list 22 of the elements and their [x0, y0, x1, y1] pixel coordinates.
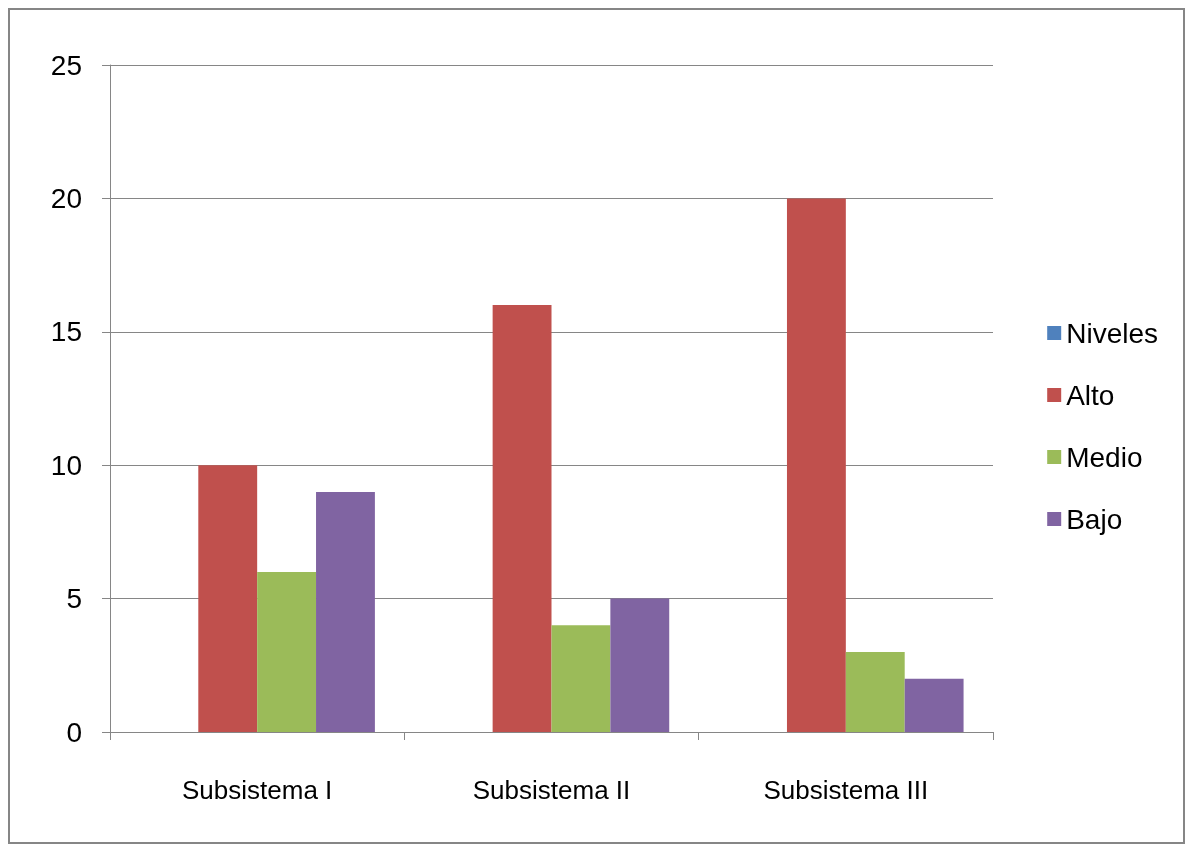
y-tick-label: 20 — [50, 182, 82, 214]
bar — [845, 651, 905, 732]
x-tick-label: Subsistema II — [472, 775, 631, 805]
y-tick-label: 10 — [50, 449, 82, 481]
bar — [257, 571, 317, 732]
bar — [492, 305, 552, 732]
legend-label: Bajo — [1066, 503, 1123, 535]
legend-label: Niveles — [1066, 317, 1159, 349]
bar — [904, 678, 964, 732]
bar — [198, 465, 258, 732]
bar — [786, 198, 846, 732]
bar — [316, 491, 375, 732]
bar — [610, 598, 670, 732]
bar — [551, 625, 611, 732]
legend-label: Alto — [1066, 379, 1115, 411]
y-tick-label: 5 — [66, 583, 82, 615]
y-tick-label: 0 — [66, 716, 82, 748]
legend-label: Medio — [1066, 441, 1143, 473]
x-tick-label: Subsistema I — [182, 775, 333, 805]
x-tick-label: Subsistema III — [763, 775, 929, 805]
y-tick-label: 25 — [50, 49, 82, 81]
y-tick-label: 15 — [50, 316, 82, 348]
